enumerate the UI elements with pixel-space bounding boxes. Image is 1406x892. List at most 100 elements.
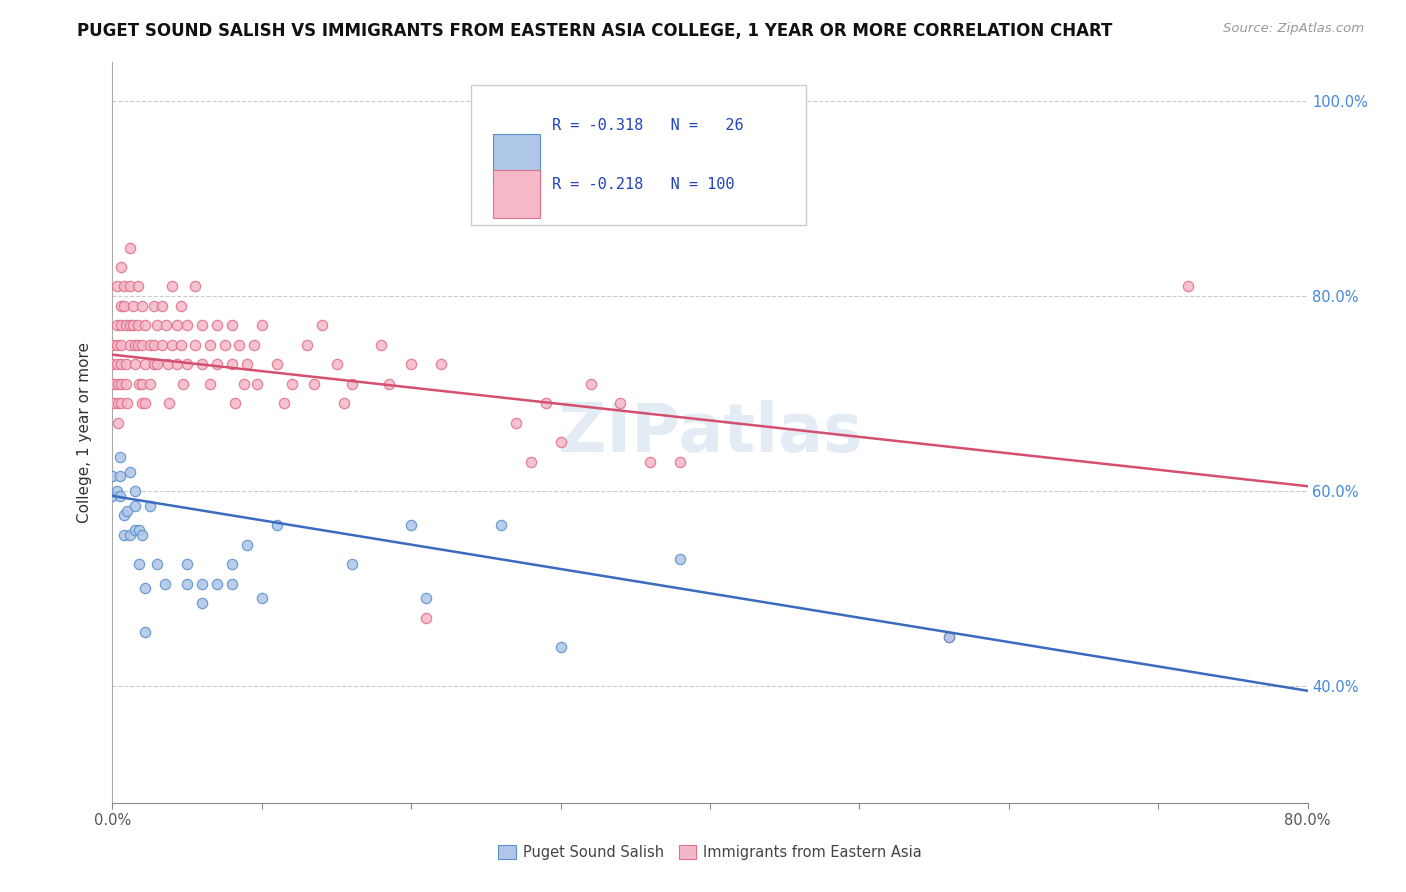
Point — [198, 338, 221, 352]
Point — [170, 338, 193, 352]
Point — [139, 499, 162, 513]
Point — [117, 503, 139, 517]
Point — [550, 435, 572, 450]
Point — [110, 376, 132, 391]
Point — [143, 338, 166, 352]
Point — [143, 299, 166, 313]
Point — [401, 358, 423, 372]
Point — [128, 376, 150, 391]
Point — [115, 318, 138, 333]
Point — [489, 153, 512, 167]
Point — [333, 396, 356, 410]
Point — [198, 376, 221, 391]
Bar — [492, 169, 540, 218]
Point — [128, 523, 150, 537]
Point — [131, 376, 153, 391]
Point — [114, 528, 135, 542]
Point — [236, 358, 259, 372]
Point — [302, 376, 325, 391]
Point — [176, 318, 198, 333]
Point — [150, 299, 173, 313]
Point — [183, 279, 205, 293]
Point — [131, 299, 153, 313]
Point — [122, 318, 145, 333]
Point — [325, 358, 347, 372]
Point — [176, 557, 198, 571]
Point — [1177, 279, 1199, 293]
Text: Source: ZipAtlas.com: Source: ZipAtlas.com — [1223, 22, 1364, 36]
Point — [176, 358, 198, 372]
Point — [146, 557, 169, 571]
Point — [124, 499, 146, 513]
Point — [131, 338, 153, 352]
Point — [131, 396, 153, 410]
Point — [101, 489, 124, 503]
Point — [221, 576, 243, 591]
Point — [266, 518, 288, 533]
Point — [166, 318, 188, 333]
Point — [146, 318, 169, 333]
Point — [520, 455, 543, 469]
Point — [127, 279, 149, 293]
Point — [250, 591, 273, 606]
Point — [120, 279, 142, 293]
Point — [108, 489, 131, 503]
Point — [669, 455, 692, 469]
Point — [124, 358, 146, 372]
Point — [127, 338, 149, 352]
Point — [224, 396, 246, 410]
Point — [340, 376, 363, 391]
Point — [311, 318, 333, 333]
Point — [534, 396, 557, 410]
Point — [295, 338, 318, 352]
Point — [114, 508, 135, 523]
Point — [108, 450, 131, 464]
Point — [105, 358, 128, 372]
Point — [110, 358, 132, 372]
Point — [221, 557, 243, 571]
Point — [101, 469, 124, 483]
Point — [191, 596, 214, 610]
Point — [579, 376, 602, 391]
Point — [134, 625, 156, 640]
Point — [143, 358, 166, 372]
Point — [146, 358, 169, 372]
Point — [107, 416, 129, 430]
Point — [107, 396, 129, 410]
Point — [430, 358, 453, 372]
Point — [139, 338, 162, 352]
Point — [124, 523, 146, 537]
Point — [489, 518, 512, 533]
Point — [120, 240, 142, 255]
Point — [243, 338, 266, 352]
Point — [107, 376, 129, 391]
Point — [170, 299, 193, 313]
Point — [127, 318, 149, 333]
Point — [236, 538, 259, 552]
Point — [640, 455, 662, 469]
Point — [205, 576, 228, 591]
Point — [938, 630, 960, 644]
Point — [105, 318, 128, 333]
Point — [120, 465, 142, 479]
Point — [150, 338, 173, 352]
Point — [124, 338, 146, 352]
Point — [105, 338, 128, 352]
Point — [115, 376, 138, 391]
Point — [120, 318, 142, 333]
Point — [139, 376, 162, 391]
Point — [155, 318, 177, 333]
Point — [108, 469, 131, 483]
Point — [105, 279, 128, 293]
Point — [117, 396, 139, 410]
Point — [250, 318, 273, 333]
Point — [370, 338, 392, 352]
Point — [191, 576, 214, 591]
Point — [191, 358, 214, 372]
Point — [115, 358, 138, 372]
Point — [162, 338, 183, 352]
Point — [273, 396, 295, 410]
Point — [134, 396, 156, 410]
Point — [401, 518, 423, 533]
Point — [221, 318, 243, 333]
